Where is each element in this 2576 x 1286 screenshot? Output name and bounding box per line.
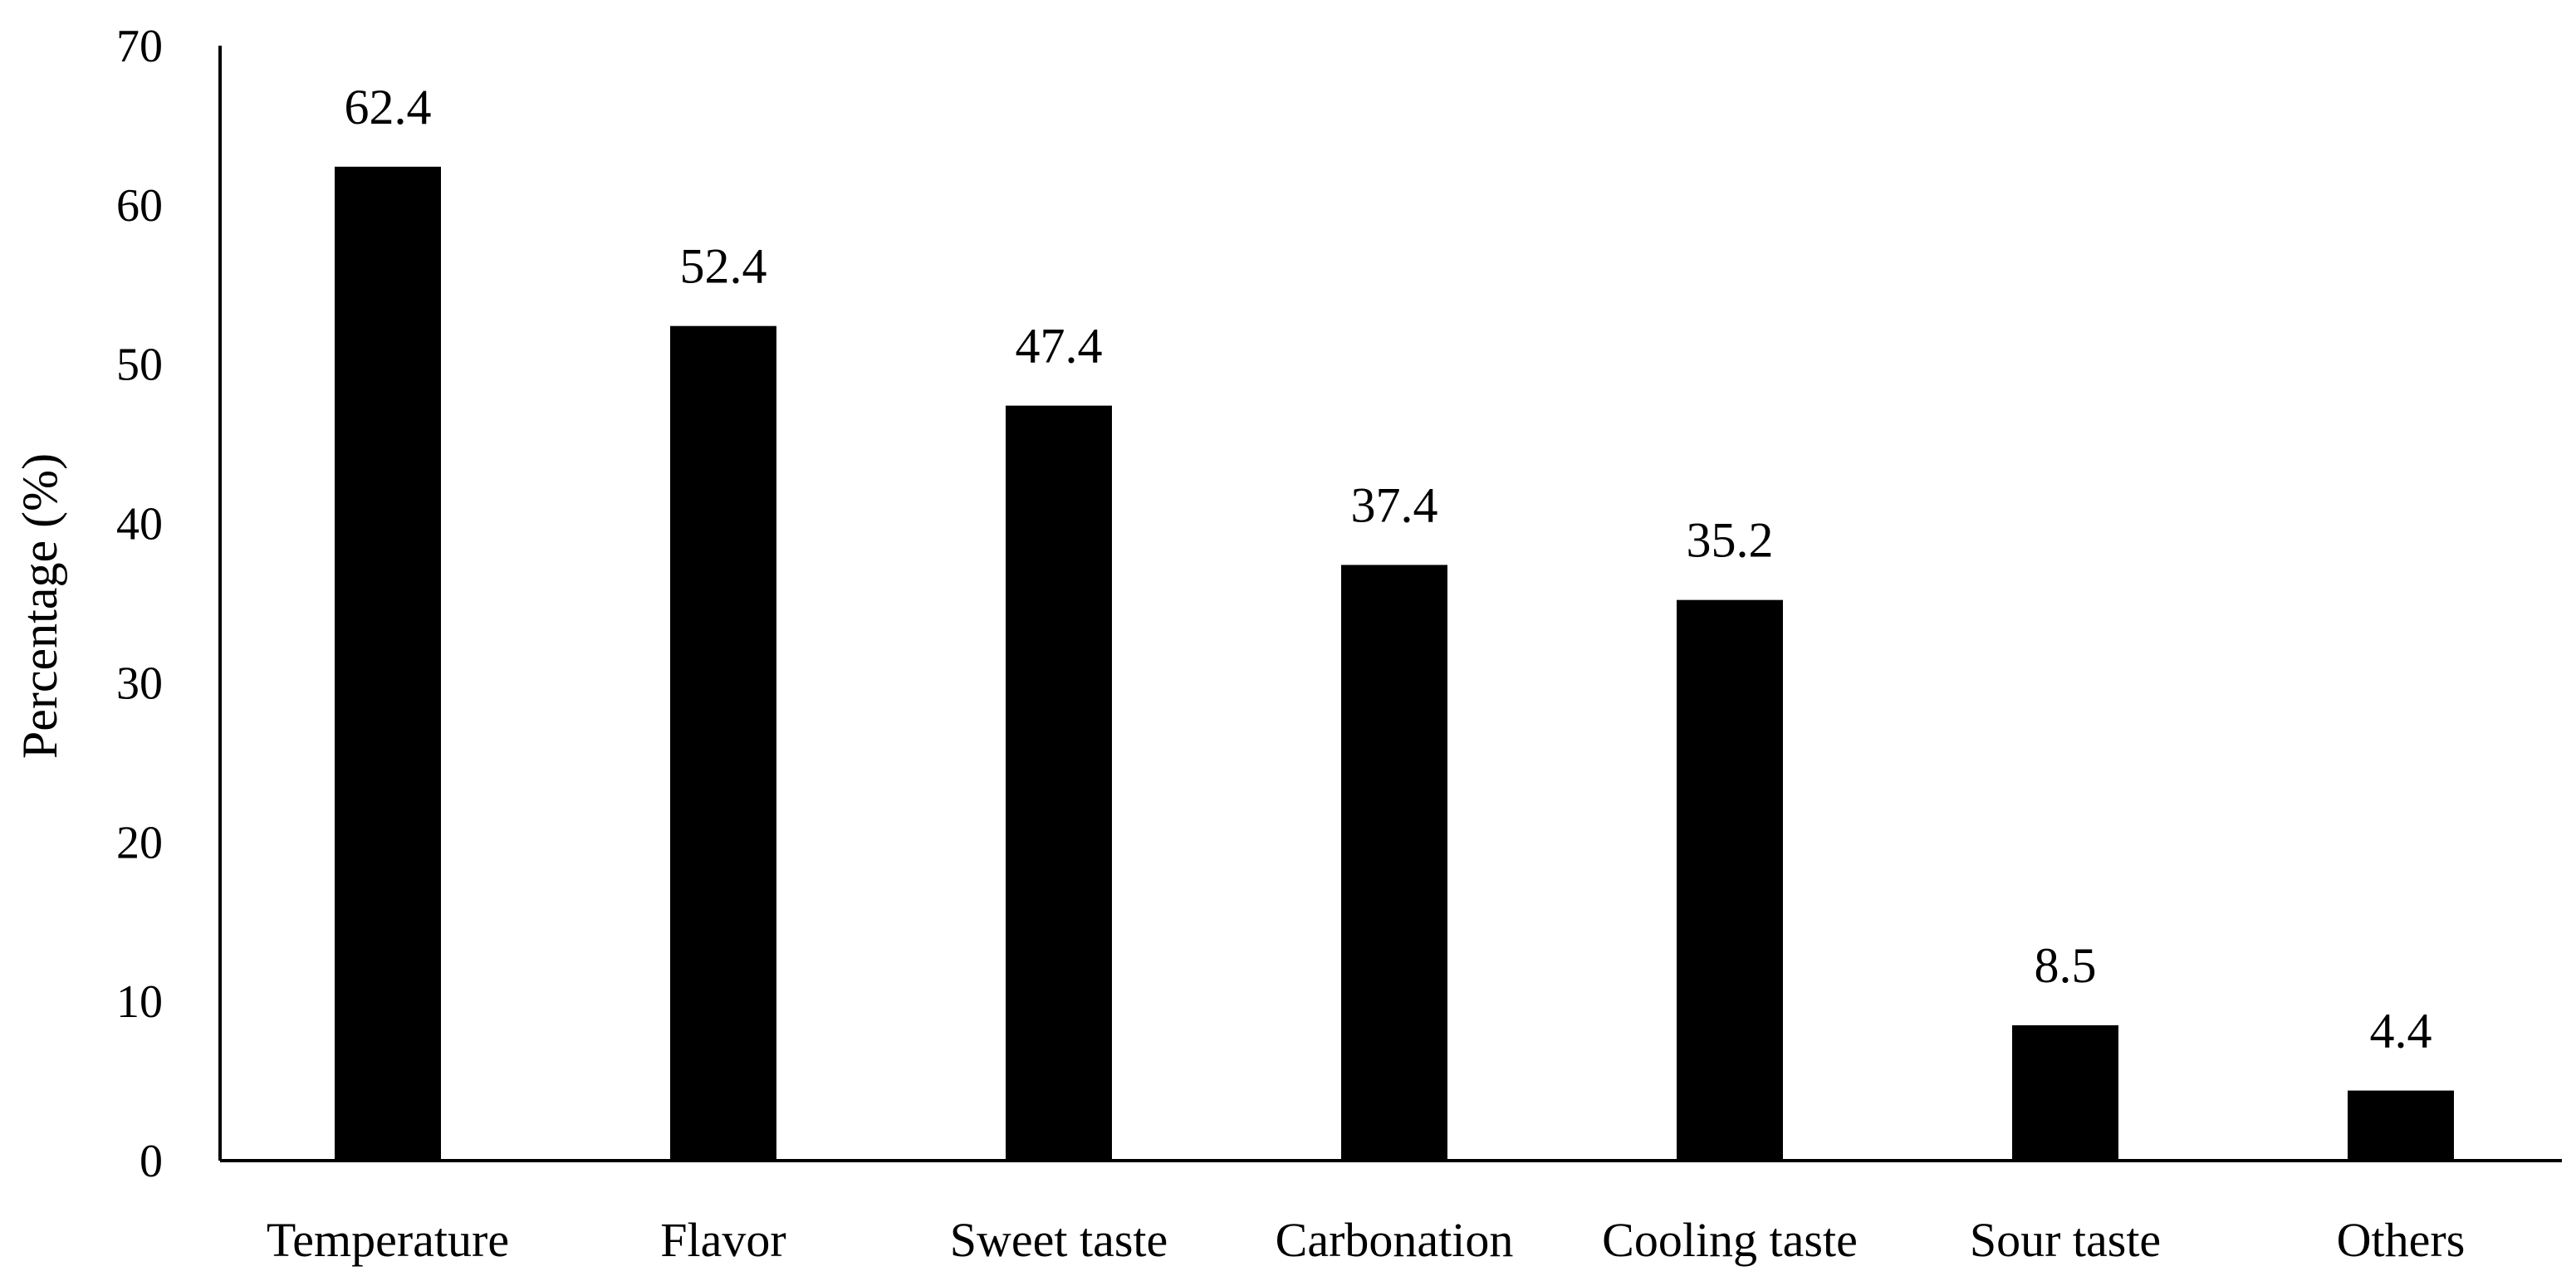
data-label-cooling-taste: 35.2 bbox=[1687, 513, 1774, 568]
data-labels: 62.4 52.4 47.4 37.4 35.2 8.5 4.4 bbox=[345, 80, 2432, 1059]
data-label-others: 4.4 bbox=[2370, 1004, 2432, 1059]
y-tick-label-10: 10 bbox=[116, 976, 163, 1028]
x-axis-category-labels: Temperature Flavor Sweet taste Carbonation C… bbox=[267, 1213, 2465, 1267]
y-tick-label-50: 50 bbox=[116, 340, 163, 391]
x-tick-label-carbonation: Carbonation bbox=[1276, 1213, 1514, 1267]
bars bbox=[335, 166, 2454, 1161]
data-label-sour-taste: 8.5 bbox=[2035, 938, 2097, 993]
bar-carbonation bbox=[1341, 565, 1447, 1161]
y-axis-ticks: 0 10 20 30 40 50 60 70 bbox=[116, 21, 163, 1187]
x-tick-label-cooling-taste: Cooling taste bbox=[1602, 1213, 1858, 1267]
y-tick-label-20: 20 bbox=[116, 817, 163, 868]
y-tick-label-70: 70 bbox=[116, 21, 163, 72]
data-label-carbonation: 37.4 bbox=[1351, 477, 1438, 532]
bar-flavor bbox=[670, 325, 776, 1161]
x-tick-label-sweet-taste: Sweet taste bbox=[950, 1213, 1168, 1267]
y-tick-label-40: 40 bbox=[116, 499, 163, 550]
bar-others bbox=[2348, 1090, 2454, 1161]
x-tick-label-temperature: Temperature bbox=[267, 1213, 509, 1267]
y-axis-title: Percentage (%) bbox=[12, 453, 67, 759]
x-tick-label-flavor: Flavor bbox=[660, 1213, 786, 1267]
data-label-temperature: 62.4 bbox=[345, 80, 432, 134]
bar-sour-taste bbox=[2012, 1024, 2118, 1161]
bar-temperature bbox=[335, 166, 441, 1161]
bar-sweet-taste bbox=[1006, 405, 1112, 1161]
y-tick-label-30: 30 bbox=[116, 658, 163, 709]
y-tick-label-0: 0 bbox=[140, 1136, 163, 1187]
y-tick-label-60: 60 bbox=[116, 180, 163, 232]
x-tick-label-others: Others bbox=[2337, 1213, 2466, 1267]
bar-cooling-taste bbox=[1677, 599, 1783, 1161]
data-label-flavor: 52.4 bbox=[680, 239, 767, 294]
data-label-sweet-taste: 47.4 bbox=[1016, 319, 1103, 374]
x-tick-label-sour-taste: Sour taste bbox=[1970, 1213, 2161, 1267]
